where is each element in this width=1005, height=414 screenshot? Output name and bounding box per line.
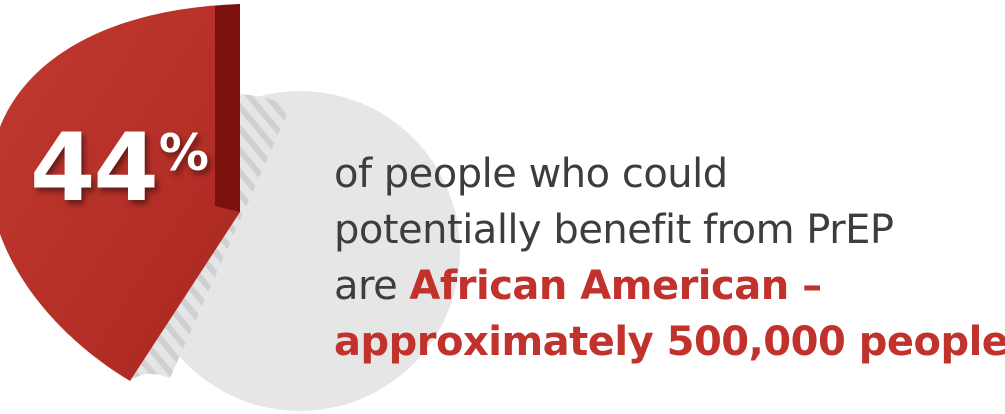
caption-text: of people who could potentially benefit … [334, 146, 1005, 370]
caption-line-2: potentially benefit from PrEP [334, 207, 894, 253]
caption-highlight-count: approximately 500,000 people [334, 319, 1005, 365]
percentage-label: 44% [30, 122, 209, 216]
pie-slice-shadow-band [130, 94, 290, 381]
caption-line-4: approximately 500,000 people… [334, 314, 1005, 370]
caption-line-1: of people who could [334, 151, 728, 197]
pie-slice-highlight-edge [215, 4, 240, 212]
percent-sign: % [158, 124, 209, 182]
pie-chart [0, 4, 460, 411]
caption-highlight-african-american: African American – [409, 263, 822, 309]
percentage-value: 44 [30, 114, 159, 223]
caption-line-3-prefix: are [334, 263, 410, 309]
caption-line-3: are African American – [334, 258, 999, 314]
pie-slice-highlight [0, 4, 240, 381]
